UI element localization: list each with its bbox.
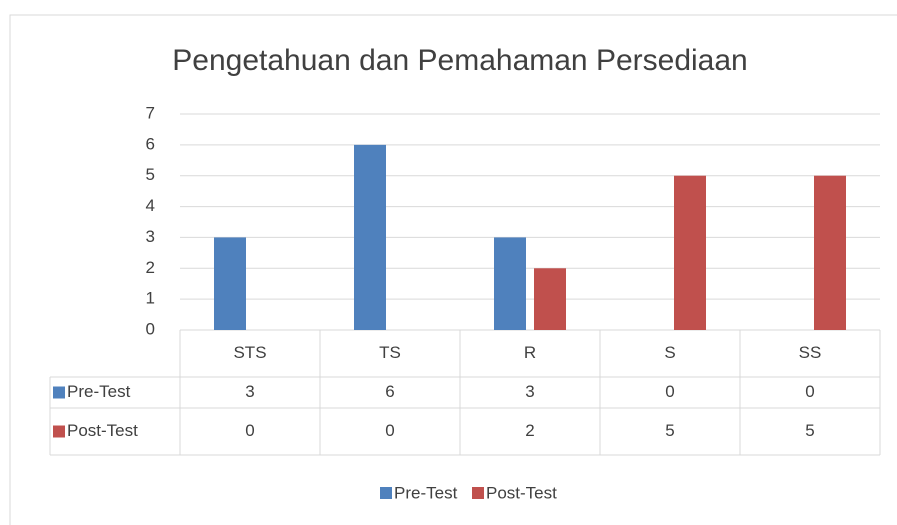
table-value: 3 — [245, 382, 254, 401]
bar — [494, 237, 526, 330]
y-tick-label: 2 — [146, 258, 155, 277]
y-tick-label: 7 — [146, 103, 155, 122]
table-row-label: Pre-Test — [67, 382, 131, 401]
legend-swatch — [380, 487, 392, 499]
y-tick-label: 0 — [146, 319, 155, 338]
table-value: 0 — [805, 382, 814, 401]
table-legend-swatch — [53, 386, 65, 399]
table-value: 2 — [525, 421, 534, 440]
table-row-label: Post-Test — [67, 421, 138, 440]
y-tick-label: 6 — [146, 134, 155, 153]
table-value: 6 — [385, 382, 394, 401]
bar — [674, 175, 706, 330]
table-value: 3 — [525, 382, 534, 401]
legend-label: Pre-Test — [394, 483, 458, 502]
table-value: 0 — [245, 421, 254, 440]
table-legend-swatch — [53, 425, 65, 438]
bar — [214, 237, 246, 330]
chart-frame — [9, 14, 897, 525]
x-tick-label: SS — [799, 343, 822, 362]
x-tick-label: R — [524, 343, 536, 362]
chart-title: Pengetahuan dan Pemahaman Persediaan — [172, 44, 747, 77]
bar — [814, 175, 846, 330]
table-value: 5 — [665, 421, 674, 440]
x-tick-label: TS — [379, 343, 401, 362]
legend-swatch — [472, 487, 484, 499]
y-tick-label: 3 — [146, 227, 155, 246]
table-value: 5 — [805, 421, 814, 440]
y-tick-label: 1 — [146, 289, 155, 308]
table-value: 0 — [385, 421, 394, 440]
table-value: 0 — [665, 382, 674, 401]
bar — [354, 144, 386, 330]
x-tick-label: STS — [233, 343, 266, 362]
bar — [534, 268, 566, 330]
legend-label: Post-Test — [486, 483, 557, 502]
y-tick-label: 4 — [146, 196, 155, 215]
y-tick-label: 5 — [146, 165, 155, 184]
x-tick-label: S — [664, 343, 675, 362]
